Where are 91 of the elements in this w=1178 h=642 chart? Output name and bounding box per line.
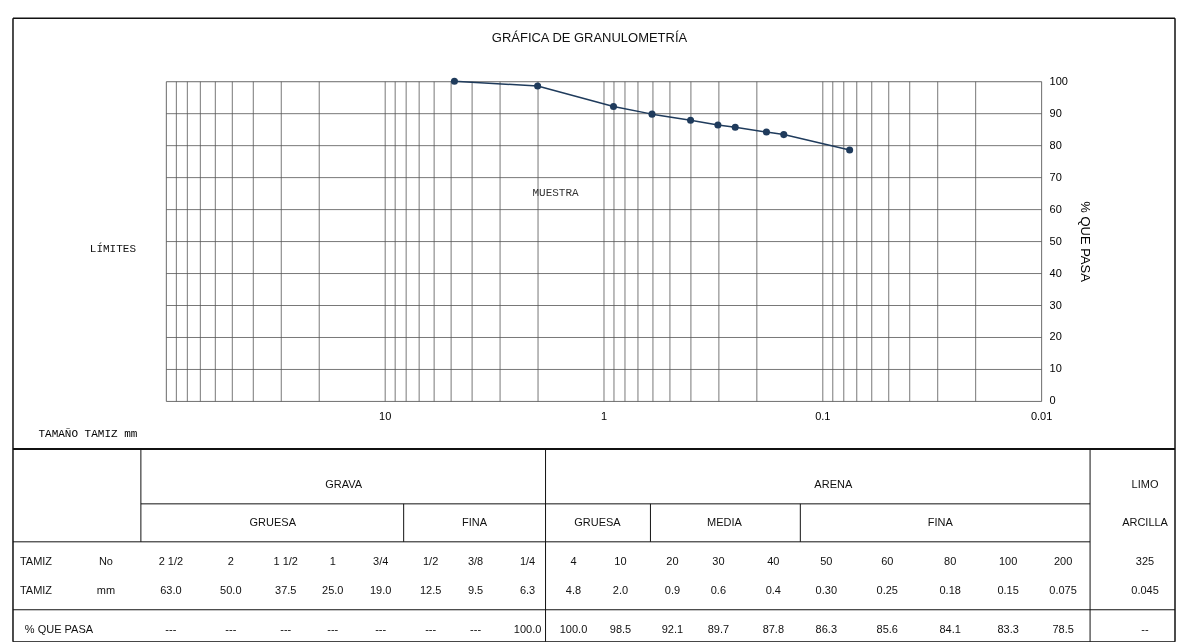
text: 2 1/2 xyxy=(158,554,184,567)
text: MUESTRA xyxy=(532,187,579,200)
text: --- xyxy=(470,622,482,635)
text: 83.3 xyxy=(997,622,1019,635)
text: 0.075 xyxy=(1049,583,1077,596)
text: 20 xyxy=(666,554,679,567)
text: 4 xyxy=(570,554,577,567)
text: 100.0 xyxy=(513,622,542,635)
x-tick-label: 10 xyxy=(379,410,392,423)
x-axis-title: TAMAÑO TAMIZ mm xyxy=(38,428,138,441)
text: --- xyxy=(375,622,387,635)
text: MEDIA xyxy=(706,515,743,528)
y-tick-label: 60 xyxy=(1049,202,1062,215)
text: 1 1/2 xyxy=(273,554,298,567)
text: 50 xyxy=(820,554,833,567)
text: 0.15 xyxy=(997,583,1019,596)
text: TAMIZ xyxy=(19,583,53,596)
text: 0.4 xyxy=(765,583,781,596)
text: 63.0 xyxy=(160,583,182,596)
text: 2 xyxy=(227,554,234,567)
text: 3/8 xyxy=(467,554,484,567)
text: 200 xyxy=(1053,554,1073,567)
text: GRUESA xyxy=(249,515,297,528)
text: 1 xyxy=(329,554,336,567)
y-tick-label: 20 xyxy=(1049,330,1062,343)
text: 325 xyxy=(1135,554,1155,567)
text: mm xyxy=(96,583,116,596)
text: 1/2 xyxy=(422,554,439,567)
text: 0.30 xyxy=(815,583,837,596)
y-tick-label: 30 xyxy=(1049,298,1062,311)
text: 0.18 xyxy=(939,583,961,596)
text: 3/4 xyxy=(373,554,389,567)
text: 9.5 xyxy=(467,583,484,596)
text: ARCILLA xyxy=(1122,515,1169,528)
text: 50.0 xyxy=(220,583,242,596)
text: 30 xyxy=(712,554,725,567)
text: 100.0 xyxy=(559,622,588,635)
text: TAMIZ xyxy=(19,554,53,567)
text: 6.3 xyxy=(519,583,536,596)
text: 86.3 xyxy=(815,622,837,635)
text: 37.5 xyxy=(275,583,297,596)
y-tick-label: 80 xyxy=(1049,138,1062,151)
text: FINA xyxy=(927,515,954,528)
text: 4.8 xyxy=(565,583,582,596)
y-tick-label: 0 xyxy=(1049,394,1056,407)
text: 10 xyxy=(614,554,627,567)
y-tick-label: 70 xyxy=(1049,170,1062,183)
text: 85.6 xyxy=(876,622,898,635)
text: 98.5 xyxy=(609,622,632,635)
y-tick-label: 40 xyxy=(1049,266,1062,279)
text: 78.5 xyxy=(1052,622,1074,635)
text: 0.25 xyxy=(876,583,898,596)
text: 25.0 xyxy=(322,583,344,596)
text: --- xyxy=(425,622,437,635)
x-tick-label: 1 xyxy=(600,410,608,423)
y-tick-label: 90 xyxy=(1049,106,1062,119)
text: --- xyxy=(165,622,177,635)
text: 12.5 xyxy=(419,583,442,596)
text: GRUESA xyxy=(574,515,622,528)
text: GRAVA xyxy=(325,477,363,490)
y-axis-title: % QUE PASA xyxy=(1077,201,1093,283)
text: 19.0 xyxy=(369,583,392,596)
text: LÍMITES xyxy=(89,242,137,256)
text: LIMO xyxy=(1131,477,1159,490)
text: 0.6 xyxy=(710,583,727,596)
text: 100 xyxy=(998,554,1018,567)
text: --- xyxy=(280,622,292,635)
text: -- xyxy=(1141,622,1150,635)
y-tick-label: 50 xyxy=(1049,234,1062,247)
y-tick-label: 100 xyxy=(1049,74,1068,87)
text: --- xyxy=(225,622,237,635)
text: 89.7 xyxy=(707,622,730,635)
text: 92.1 xyxy=(661,622,684,635)
text: FINA xyxy=(462,515,488,528)
text: % QUE PASA xyxy=(24,622,94,635)
text: 40 xyxy=(767,554,780,567)
chart-title: GRÁFICA DE GRANULOMETRÍA xyxy=(491,30,688,46)
x-tick-label: 0.1 xyxy=(815,410,831,423)
text: 2.0 xyxy=(612,583,629,596)
text: --- xyxy=(327,622,339,635)
text: ARENA xyxy=(814,477,853,490)
text: 87.8 xyxy=(762,622,785,635)
text: 0.9 xyxy=(664,583,681,596)
text: 80 xyxy=(944,554,957,567)
text: No xyxy=(98,554,113,567)
text: 60 xyxy=(881,554,894,567)
text: 84.1 xyxy=(939,622,961,635)
y-tick-label: 10 xyxy=(1049,362,1062,375)
text: 1/4 xyxy=(519,554,536,567)
x-tick-label: 0.01 xyxy=(1030,410,1053,423)
text: 0.045 xyxy=(1131,583,1159,596)
